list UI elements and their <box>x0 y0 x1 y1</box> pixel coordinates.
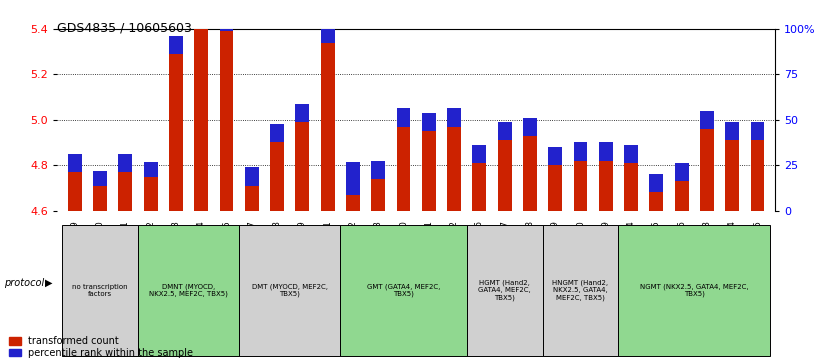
Bar <box>574 142 588 160</box>
Bar <box>93 171 107 185</box>
Bar <box>144 162 157 176</box>
Bar <box>194 29 208 211</box>
Bar <box>422 113 436 131</box>
Bar <box>194 11 208 29</box>
Bar <box>169 54 183 211</box>
Bar <box>68 154 82 172</box>
Bar <box>346 162 360 195</box>
Bar <box>144 176 157 211</box>
Text: protocol: protocol <box>4 278 44 288</box>
Bar <box>675 181 689 211</box>
Bar <box>700 111 714 129</box>
Bar <box>371 160 385 179</box>
Bar <box>548 147 562 165</box>
Bar <box>574 160 588 211</box>
Text: DMNT (MYOCD,
NKX2.5, MEF2C, TBX5): DMNT (MYOCD, NKX2.5, MEF2C, TBX5) <box>149 284 228 297</box>
Bar <box>397 109 410 127</box>
Bar <box>295 104 309 122</box>
Bar <box>295 122 309 211</box>
Text: DMT (MYOCD, MEF2C,
TBX5): DMT (MYOCD, MEF2C, TBX5) <box>252 284 328 297</box>
Bar <box>321 28 335 43</box>
Bar <box>270 142 284 211</box>
Text: HNGMT (Hand2,
NKX2.5, GATA4,
MEF2C, TBX5): HNGMT (Hand2, NKX2.5, GATA4, MEF2C, TBX5… <box>552 280 609 301</box>
Bar <box>624 145 638 163</box>
Bar <box>220 13 233 31</box>
Bar <box>118 172 132 211</box>
Text: ▶: ▶ <box>45 278 52 288</box>
Bar <box>548 165 562 211</box>
Bar <box>751 122 765 140</box>
Bar <box>169 36 183 54</box>
Bar <box>700 129 714 211</box>
Bar <box>245 185 259 211</box>
Text: GDS4835 / 10605603: GDS4835 / 10605603 <box>57 22 192 35</box>
Bar <box>68 172 82 211</box>
Bar <box>220 31 233 211</box>
Bar <box>397 127 410 211</box>
Bar <box>422 131 436 211</box>
Bar <box>447 127 461 211</box>
Bar <box>599 142 613 160</box>
Bar <box>472 163 486 211</box>
Bar <box>523 118 537 136</box>
Text: NGMT (NKX2.5, GATA4, MEF2C,
TBX5): NGMT (NKX2.5, GATA4, MEF2C, TBX5) <box>640 284 748 297</box>
Bar <box>245 167 259 185</box>
Text: HGMT (Hand2,
GATA4, MEF2C,
TBX5): HGMT (Hand2, GATA4, MEF2C, TBX5) <box>478 280 531 301</box>
Bar <box>725 140 739 211</box>
Bar <box>447 109 461 127</box>
Bar <box>751 140 765 211</box>
Bar <box>346 195 360 211</box>
Bar <box>650 192 663 211</box>
Bar <box>624 163 638 211</box>
Bar <box>321 43 335 211</box>
Text: GMT (GATA4, MEF2C,
TBX5): GMT (GATA4, MEF2C, TBX5) <box>367 284 440 297</box>
Bar <box>523 136 537 211</box>
Bar <box>93 185 107 211</box>
Bar <box>498 122 512 140</box>
Bar <box>725 122 739 140</box>
Bar <box>472 145 486 163</box>
Bar <box>118 154 132 172</box>
Bar <box>675 163 689 181</box>
Bar <box>270 124 284 142</box>
Legend: transformed count, percentile rank within the sample: transformed count, percentile rank withi… <box>9 336 193 358</box>
Text: no transcription
factors: no transcription factors <box>73 284 128 297</box>
Bar <box>599 160 613 211</box>
Bar <box>650 174 663 192</box>
Bar <box>498 140 512 211</box>
Bar <box>371 179 385 211</box>
